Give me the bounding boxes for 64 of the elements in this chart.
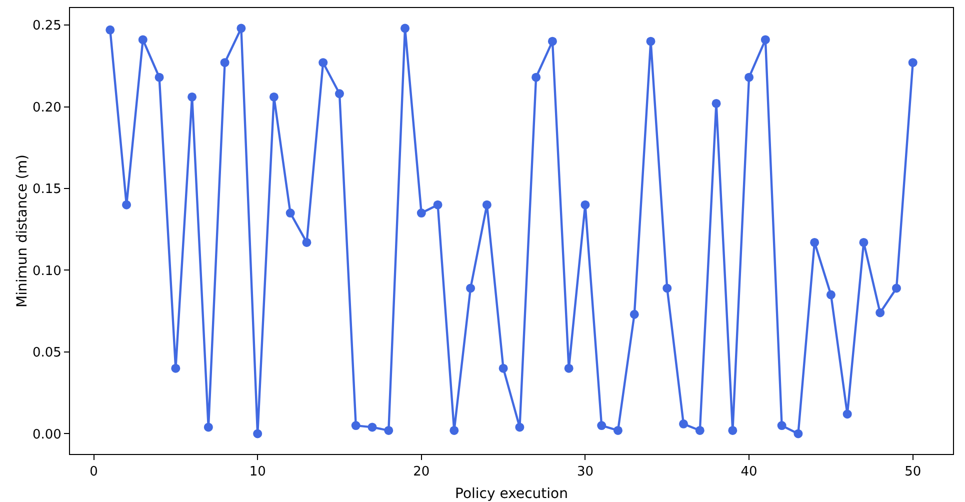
point [154, 72, 164, 82]
point [564, 364, 574, 373]
y-tick-label: 0.25 [32, 18, 62, 34]
x-tick-label: 20 [413, 464, 430, 480]
point [842, 410, 852, 419]
point [450, 426, 459, 435]
point [318, 58, 328, 68]
point [859, 238, 868, 247]
x-tick-label: 0 [90, 464, 98, 480]
point [908, 58, 918, 68]
point [630, 310, 639, 319]
point [416, 208, 426, 218]
point [613, 426, 622, 435]
y-tick-label: 0.10 [32, 264, 62, 279]
x-axis-title: Policy execution [455, 486, 568, 502]
point [466, 284, 476, 293]
point [548, 36, 557, 46]
point [138, 35, 148, 44]
point [760, 35, 770, 44]
y-tick-label: 0.20 [32, 100, 62, 116]
point [532, 72, 541, 82]
point [204, 422, 213, 432]
point [253, 429, 262, 438]
point [482, 200, 492, 210]
point [334, 89, 344, 98]
point [892, 284, 901, 293]
point [171, 364, 180, 373]
point [597, 421, 606, 430]
point [794, 429, 803, 438]
x-tick-label: 30 [576, 464, 594, 480]
point [220, 58, 230, 68]
x-tick-label: 40 [740, 464, 758, 480]
point [351, 421, 360, 430]
point [368, 422, 377, 432]
point [302, 238, 312, 247]
point [269, 92, 278, 102]
point [876, 308, 885, 318]
point [810, 238, 820, 247]
point [662, 284, 672, 293]
point [400, 24, 410, 33]
point [498, 364, 508, 373]
y-tick-label: 0.00 [32, 427, 62, 442]
point [646, 36, 656, 46]
point [777, 421, 786, 430]
x-tick-label: 50 [904, 464, 922, 480]
point [433, 200, 442, 210]
point [679, 419, 688, 428]
point [695, 426, 704, 435]
x-tick-label: 10 [249, 464, 266, 480]
point [236, 24, 246, 33]
point [728, 426, 738, 435]
point [188, 92, 197, 102]
point [122, 200, 132, 210]
y-axis-title: Minimun distance (m) [14, 154, 30, 308]
point [286, 208, 295, 218]
point [384, 426, 394, 435]
point [826, 290, 836, 300]
point [580, 200, 590, 210]
point [515, 422, 524, 432]
point [712, 98, 721, 108]
point [744, 72, 754, 82]
y-tick-label: 0.15 [32, 182, 62, 198]
point [106, 25, 115, 34]
y-tick-label: 0.05 [32, 346, 62, 361]
